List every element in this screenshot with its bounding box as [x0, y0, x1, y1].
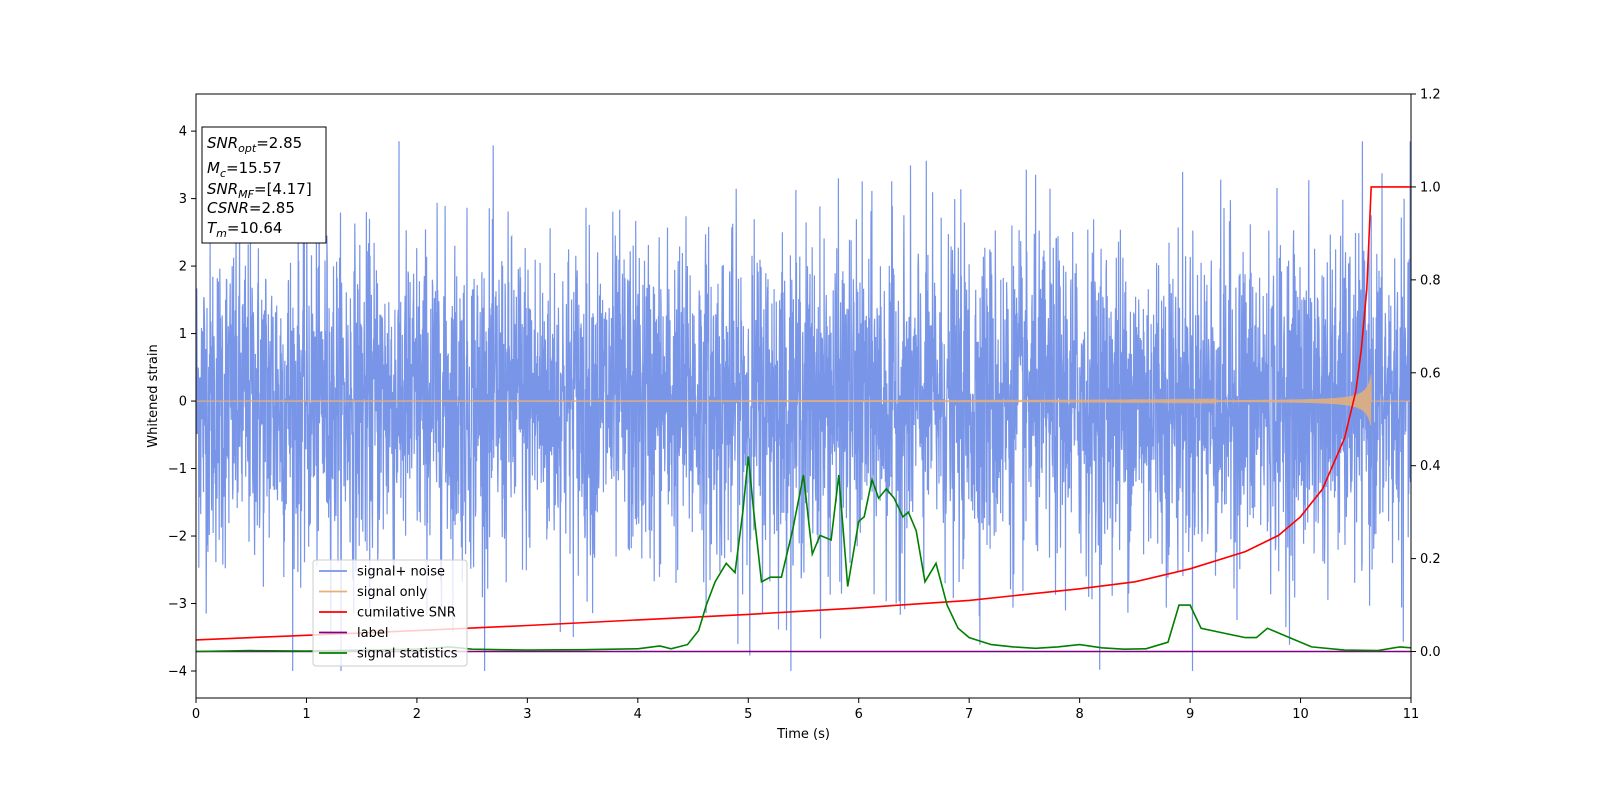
y-left-tick-label: 2 — [179, 260, 187, 275]
x-tick-label: 8 — [1075, 707, 1083, 722]
x-tick-label: 1 — [302, 707, 310, 722]
x-tick-label: 6 — [855, 707, 863, 722]
y-right-tick-label: 0.2 — [1420, 552, 1441, 567]
y-left-tick-label: −1 — [168, 462, 187, 477]
legend-label: signal only — [357, 585, 427, 600]
axes: 0 1 2 3 4 5 6 7 8 9 10 11 −4 −3 −2 −1 0 1 2 3 4 0.0 0.2 0.4 0.6 0… — [168, 88, 1441, 723]
series-signal-only — [196, 374, 1411, 426]
y-right-tick-label: 0.6 — [1420, 366, 1441, 381]
y-right-tick-label: 1.2 — [1420, 88, 1441, 103]
x-tick-label: 3 — [523, 707, 531, 722]
series-signal-statistics — [196, 456, 1411, 653]
legend-label: signal statistics — [357, 647, 458, 662]
legend: signal+ noise signal only cumilative SNR la… — [312, 559, 468, 667]
x-tick-label: 11 — [1403, 707, 1420, 722]
annotation-frame — [201, 126, 327, 244]
annotation-box: SNRopt=2.85 Mc=15.57SNRMF=[4.17]CSNR=2.85… — [201, 126, 327, 244]
x-tick-label: 5 — [744, 707, 752, 722]
annotation-line: SNRMF=[4.17] — [207, 180, 312, 201]
x-tick-label: 2 — [413, 707, 421, 722]
series-signal-noise — [196, 141, 1411, 672]
annotation-line: Mc=15.57 — [207, 159, 282, 180]
y-right-tick-label: 0.4 — [1420, 459, 1441, 474]
x-tick-label: 7 — [965, 707, 973, 722]
legend-frame — [312, 559, 468, 667]
annotation-line: SNRopt=2.85 — [207, 134, 302, 155]
y-left-tick-label: 0 — [179, 395, 187, 410]
legend-label: label — [357, 626, 388, 641]
y-left-tick-label: 4 — [179, 125, 187, 140]
x-axis-label: Time (s) — [776, 727, 830, 742]
plot-frame — [195, 93, 1412, 699]
y-axis-label: Whitened strain — [146, 344, 161, 447]
x-tick-label: 0 — [192, 707, 200, 722]
y-right-tick-label: 1.0 — [1420, 180, 1441, 195]
x-tick-label: 9 — [1186, 707, 1194, 722]
legend-label: cumilative SNR — [357, 606, 456, 621]
y-right-tick-label: 0.0 — [1420, 645, 1441, 660]
y-right-tick-label: 0.8 — [1420, 273, 1441, 288]
legend-label: signal+ noise — [357, 565, 445, 580]
y-left-tick-label: 1 — [179, 327, 187, 342]
annotation-line: CSNR=2.85 — [207, 199, 295, 217]
y-left-tick-label: −2 — [168, 530, 187, 545]
y-left-tick-label: −3 — [168, 597, 187, 612]
x-tick-label: 10 — [1292, 707, 1309, 722]
x-tick-label: 4 — [634, 707, 642, 722]
y-left-tick-label: −4 — [168, 665, 187, 680]
annotation-line: Tm=10.64 — [207, 219, 282, 240]
y-left-tick-label: 3 — [179, 192, 187, 207]
series-cumilative-snr — [196, 186, 1411, 641]
